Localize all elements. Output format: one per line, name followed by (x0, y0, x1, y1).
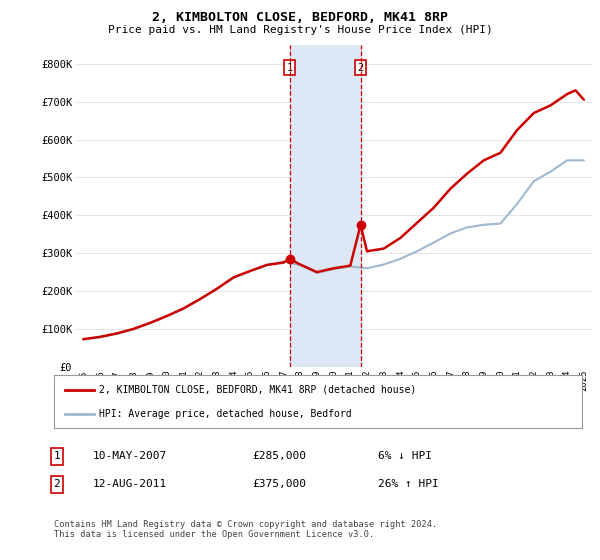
Text: £285,000: £285,000 (252, 451, 306, 461)
Text: 1: 1 (286, 63, 293, 73)
Bar (290, 45, 361, 367)
Text: HPI: Average price, detached house, Bedford: HPI: Average price, detached house, Bedf… (99, 409, 352, 419)
Text: Price paid vs. HM Land Registry's House Price Index (HPI): Price paid vs. HM Land Registry's House … (107, 25, 493, 35)
Text: £375,000: £375,000 (252, 479, 306, 489)
Text: 2: 2 (53, 479, 61, 489)
Text: 12-AUG-2011: 12-AUG-2011 (93, 479, 167, 489)
Text: 2, KIMBOLTON CLOSE, BEDFORD, MK41 8RP (detached house): 2, KIMBOLTON CLOSE, BEDFORD, MK41 8RP (d… (99, 385, 416, 395)
Text: Contains HM Land Registry data © Crown copyright and database right 2024.
This d: Contains HM Land Registry data © Crown c… (54, 520, 437, 539)
Text: 6% ↓ HPI: 6% ↓ HPI (378, 451, 432, 461)
Text: 2, KIMBOLTON CLOSE, BEDFORD, MK41 8RP: 2, KIMBOLTON CLOSE, BEDFORD, MK41 8RP (152, 11, 448, 24)
Text: 10-MAY-2007: 10-MAY-2007 (93, 451, 167, 461)
Text: 1: 1 (53, 451, 61, 461)
Text: 26% ↑ HPI: 26% ↑ HPI (378, 479, 439, 489)
Text: 2: 2 (358, 63, 364, 73)
